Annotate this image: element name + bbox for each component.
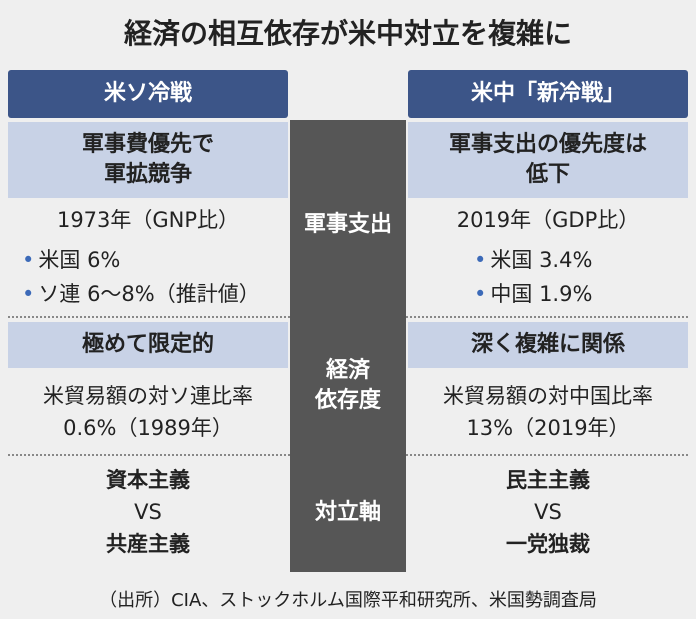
text: 一党独裁 [506, 532, 590, 556]
headline: 極めて限定的 [81, 332, 214, 357]
row-label: 経済 依存度 [314, 358, 381, 413]
text: 1973年（GNP比） [56, 208, 240, 232]
column-header: 米中「新冷戦」 [408, 70, 688, 118]
bullet: ソ連 6〜8%（推計値） [8, 278, 288, 311]
bullet: 米国 3.4% [408, 244, 688, 277]
headline: 軍事支出の優先度は 低下 [448, 132, 647, 187]
bullet: 米国 6% [8, 244, 288, 277]
divider [8, 316, 290, 318]
text: 2019年（GDP比） [456, 208, 640, 232]
text: 共産主義 [106, 532, 190, 556]
text: 民主主義 [506, 468, 590, 492]
title: 経済の相互依存が米中対立を複雑に [123, 17, 572, 50]
text: VS [534, 500, 562, 524]
text: 13%（2019年） [466, 416, 630, 440]
divider [406, 454, 688, 456]
column-header: 米ソ冷戦 [8, 70, 288, 118]
bullet: 中国 1.9% [408, 278, 688, 311]
center-column [290, 120, 406, 572]
highlight-band [8, 322, 288, 368]
text: 米貿易額の対ソ連比率 [43, 384, 253, 408]
divider [406, 316, 688, 318]
highlight-band [408, 322, 688, 368]
text: 米貿易額の対中国比率 [443, 384, 653, 408]
source-note: （出所）CIA、ストックホルム国際平和研究所、米国勢調査局 [99, 590, 597, 611]
row-label: 対立軸 [314, 500, 381, 525]
divider [8, 454, 290, 456]
headline: 深く複雑に関係 [470, 332, 625, 357]
row-label: 軍事支出 [303, 212, 392, 237]
highlight-band [408, 122, 688, 198]
text: 資本主義 [106, 468, 190, 492]
headline: 軍事費優先で 軍拡競争 [81, 132, 214, 187]
text: VS [134, 500, 162, 524]
highlight-band [8, 122, 288, 198]
text: 0.6%（1989年） [63, 416, 233, 440]
